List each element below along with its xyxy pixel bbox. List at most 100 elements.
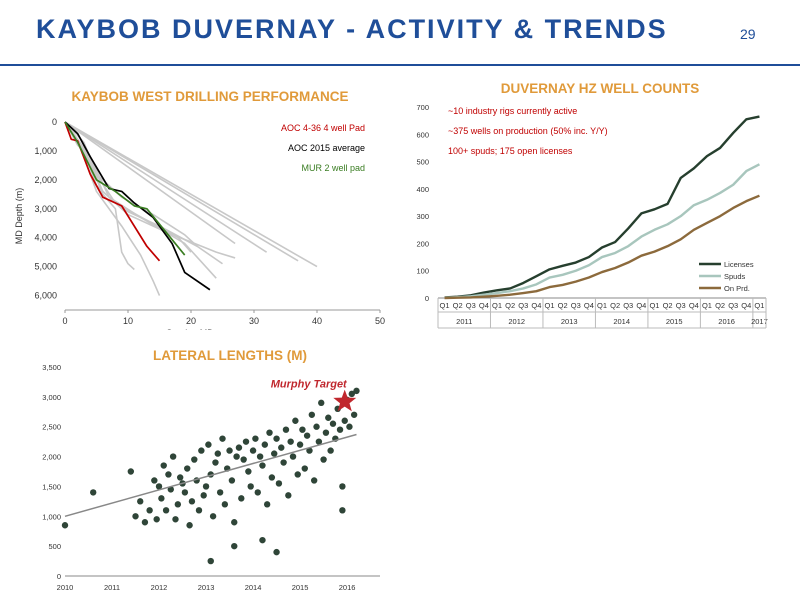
x-tick-label: 20 [186,316,196,326]
target-label: Murphy Target [271,379,348,391]
quarter-label: Q1 [545,301,555,310]
data-point [259,462,266,469]
annotation-text: ~10 industry rigs currently active [448,106,577,116]
series-line [64,121,186,256]
legend-annotation: AOC 2015 average [288,143,365,153]
data-point [261,441,269,448]
year-label: 2017 [751,317,768,326]
data-point [202,483,210,490]
quarter-label: Q1 [649,301,659,310]
quarter-label: Q4 [636,301,646,310]
x-tick-label: 2014 [245,583,262,592]
data-point [158,495,165,502]
x-tick-label: 10 [123,316,133,326]
quarter-label: Q4 [689,301,699,310]
data-point [273,548,280,556]
header-divider [0,64,800,66]
quarter-label: Q1 [597,301,607,310]
series-line-spuds [444,163,760,299]
y-tick-label: 0 [52,117,57,127]
x-tick-label: 0 [62,316,67,326]
slide-header: KAYBOB DUVERNAY - ACTIVITY & TRENDS 29 [0,0,800,70]
x-tick-label: 30 [249,316,259,326]
data-point [176,474,184,481]
chart-title: DUVERNAY HZ WELL COUNTS [501,81,700,96]
data-point [339,507,346,514]
series-line-licenses [444,115,760,299]
data-point [165,471,172,478]
data-point [141,519,149,526]
y-tick-label: 1,000 [42,512,61,521]
data-point [273,435,280,442]
quarter-label: Q3 [466,301,476,310]
data-point [231,519,238,526]
y-axis-label: MD Depth (m) [14,188,24,245]
year-label: 2012 [508,317,525,326]
x-tick-label: 2012 [151,583,168,592]
x-tick-label: 2010 [57,583,74,592]
quarter-label: Q4 [531,301,541,310]
data-point [195,507,203,514]
data-point [214,450,221,457]
year-label: 2014 [613,317,630,326]
series-line [64,121,299,262]
data-point [301,465,308,472]
data-point [245,468,252,475]
series-line [64,121,161,296]
quarter-label: Q4 [584,301,594,310]
annotation-text: 100+ spuds; 175 open licenses [448,146,573,156]
data-point [186,522,193,529]
data-point [329,420,337,427]
data-point [268,474,276,481]
page-number: 29 [740,26,756,42]
data-point [219,435,226,442]
data-point [318,399,325,407]
series-line [64,121,211,291]
y-tick-label: 6,000 [34,291,57,301]
data-point [346,423,353,430]
quarter-label: Q3 [518,301,528,310]
data-point [280,459,287,466]
y-tick-label: 2,500 [42,423,61,432]
data-point [132,513,139,520]
y-tick-label: 500 [416,158,429,167]
quarter-label: Q2 [558,301,568,310]
quarter-label: Q2 [715,301,725,310]
data-point [310,477,318,484]
year-label: 2011 [456,317,472,326]
data-point [226,447,233,454]
legend-annotation: AOC 4-36 4 well Pad [281,123,365,133]
proppant-loading-chart: PROPPANT LOADING (LB/FT)2010201120122013… [400,340,800,600]
quarter-label: Q1 [702,301,712,310]
x-tick-label: 50 [375,316,385,326]
data-point [339,483,346,490]
quarter-label: Q2 [505,301,515,310]
data-point [231,542,238,550]
legend-label: Licenses [724,260,754,269]
quarter-label: Q1 [754,301,764,310]
data-point [325,414,332,421]
y-tick-label: 400 [416,185,429,194]
quarter-label: Q3 [571,301,581,310]
x-tick-label: 2013 [198,583,215,592]
x-tick-label: 40 [312,316,322,326]
data-point [322,429,330,436]
data-point [212,459,219,466]
drilling-performance-chart: KAYBOB WEST DRILLING PERFORMANCE 0 10 20 30 4… [14,89,385,330]
x-tick-label: 2015 [292,583,309,592]
quarter-label: Q3 [676,301,686,310]
data-point [207,557,214,565]
data-point [320,456,327,463]
data-point [266,429,273,436]
data-point [308,411,316,418]
data-point [146,507,153,514]
y-tick-label: 0 [57,572,61,581]
data-point [151,477,158,484]
data-point [209,513,217,520]
y-tick-label: 200 [416,239,429,248]
data-point [240,456,247,463]
data-point [254,489,261,496]
data-point [188,498,196,505]
data-point [205,441,212,448]
data-point [256,453,264,460]
